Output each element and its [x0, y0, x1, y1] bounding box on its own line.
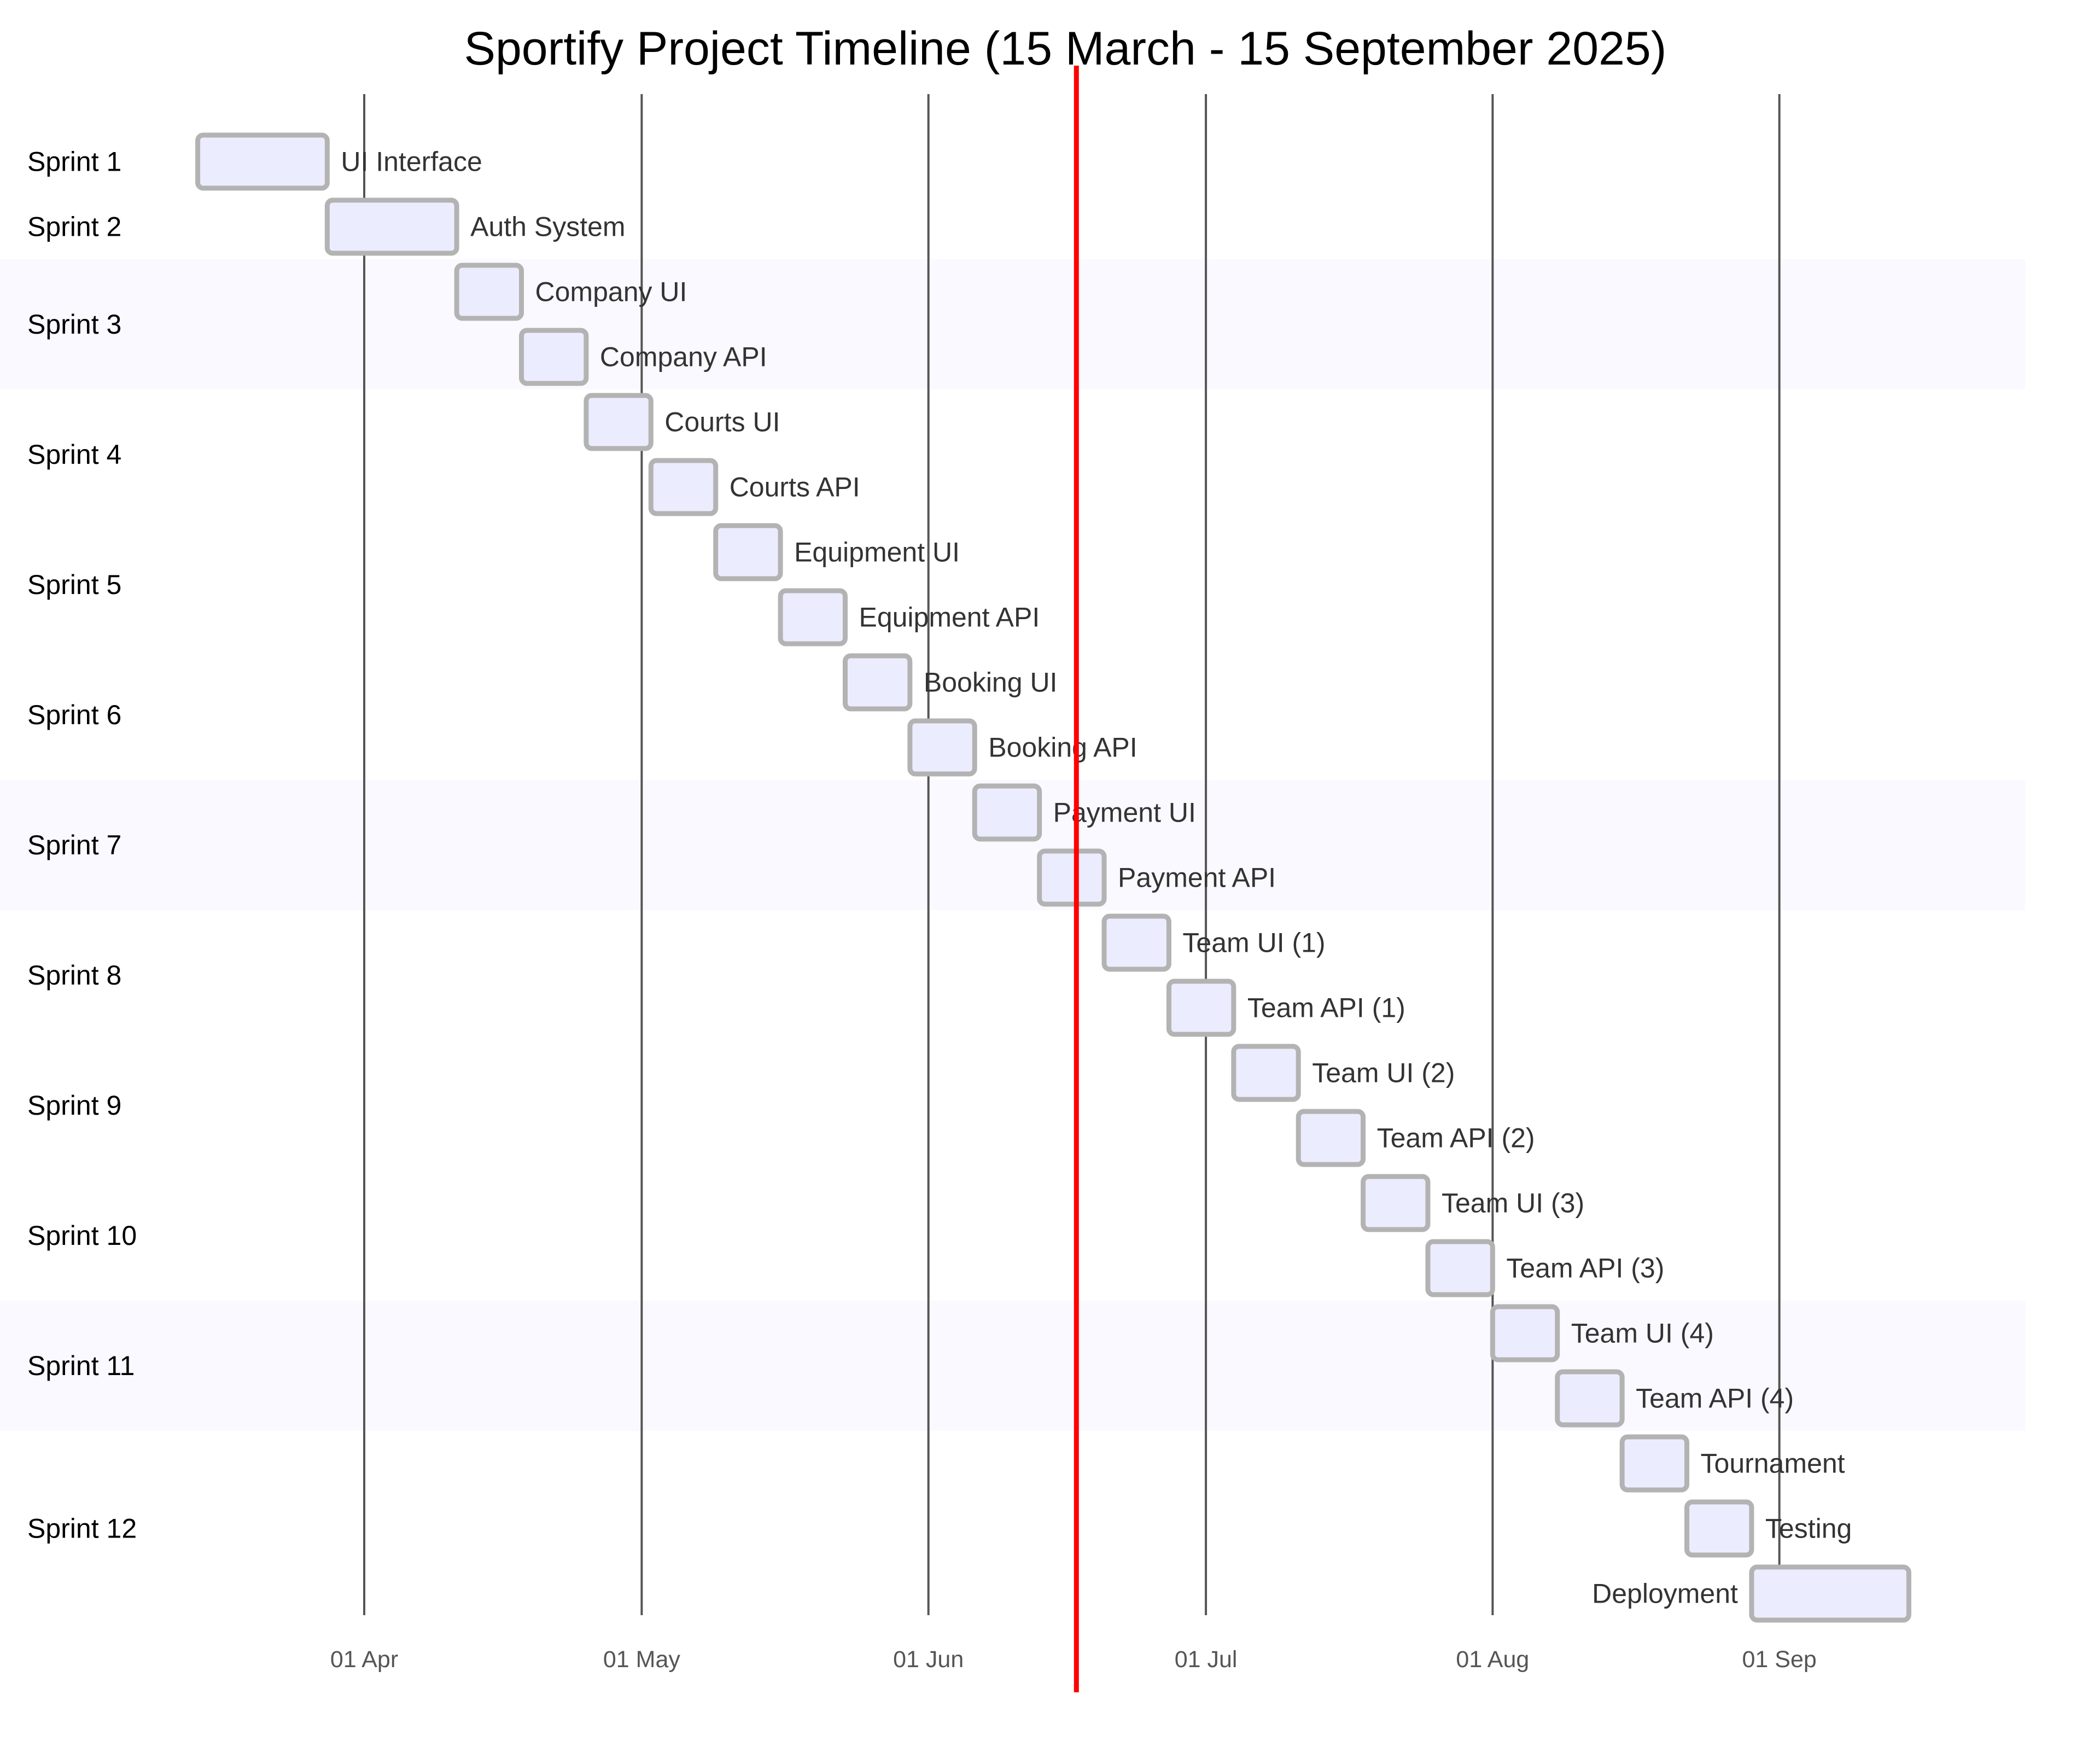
task-bar [1361, 1174, 1431, 1232]
task-bar [1749, 1564, 1911, 1623]
section-label: Sprint 4 [27, 439, 121, 470]
task-bar [1490, 1304, 1560, 1362]
task-bar [1425, 1239, 1495, 1297]
task-label: UI Interface [341, 147, 482, 177]
section-label: Sprint 8 [27, 960, 121, 991]
task-label: Equipment API [859, 602, 1040, 633]
task-bar [648, 458, 719, 516]
section-label: Sprint 9 [27, 1090, 121, 1121]
section-band [0, 1301, 2025, 1431]
section-label: Sprint 11 [27, 1350, 135, 1381]
task-bar [1231, 1044, 1301, 1102]
x-tick-label: 01 Jul [1175, 1646, 1238, 1673]
task-label: Company API [600, 342, 767, 372]
section-band [0, 259, 2025, 389]
task-label: Tournament [1701, 1448, 1845, 1479]
task-label: Team API (1) [1247, 993, 1405, 1023]
x-axis-ticks: 01 Apr 01 May 01 Jun 01 Jul 01 Aug 01 Sep [330, 1646, 1817, 1673]
section-label: Sprint 12 [27, 1513, 137, 1544]
task-label: Team UI (4) [1571, 1318, 1714, 1349]
task-label: Equipment UI [794, 537, 960, 568]
grid-lines [363, 94, 1781, 1615]
x-tick-label: 01 Aug [1456, 1646, 1529, 1673]
section-label: Sprint 3 [27, 309, 121, 340]
section-label: Sprint 2 [27, 212, 121, 242]
task-label: Team API (2) [1377, 1123, 1535, 1154]
task-bar [713, 523, 783, 581]
x-tick-label: 01 Sep [1742, 1646, 1817, 1673]
section-label: Sprint 7 [27, 830, 121, 860]
task-bars: UI Interface Auth System Company UI Company… [195, 132, 1911, 1623]
task-label: Courts UI [664, 407, 780, 438]
chart-title: Sportify Project Timeline (15 March - 15… [464, 22, 1667, 75]
task-label: Payment API [1118, 863, 1276, 893]
task-bar [584, 393, 654, 451]
task-label: Testing [1765, 1513, 1852, 1544]
task-label: Booking UI [924, 667, 1058, 698]
task-label: Courts API [730, 472, 860, 503]
task-label: Team UI (2) [1312, 1058, 1455, 1088]
section-bands [0, 259, 2025, 1431]
task-bar [1555, 1369, 1625, 1428]
section-label: Sprint 10 [27, 1220, 137, 1251]
task-label: Team UI (3) [1442, 1188, 1584, 1219]
task-bar [195, 132, 330, 191]
section-label: Sprint 1 [27, 147, 121, 177]
task-bar [778, 588, 848, 647]
x-tick-label: 01 May [603, 1646, 681, 1673]
task-label: Deployment [1592, 1579, 1738, 1609]
task-bar [1101, 913, 1171, 972]
task-bar [454, 263, 524, 321]
task-bar [907, 718, 977, 777]
task-label: Team UI (1) [1182, 928, 1325, 958]
task-bar [1296, 1109, 1366, 1167]
task-bar [1166, 979, 1236, 1037]
task-bar [842, 653, 913, 712]
task-label: Team API (4) [1636, 1383, 1794, 1414]
task-label: Booking API [988, 732, 1137, 763]
section-label: Sprint 5 [27, 569, 121, 600]
task-bar [1619, 1434, 1690, 1493]
task-label: Auth System [470, 212, 625, 242]
x-tick-label: 01 Jun [893, 1646, 964, 1673]
task-bar [1684, 1499, 1754, 1558]
section-label: Sprint 6 [27, 700, 121, 730]
task-bar [519, 328, 589, 386]
x-tick-label: 01 Apr [330, 1646, 398, 1673]
task-bar [1037, 848, 1107, 907]
section-labels: Sprint 1 Sprint 2 Sprint 3 Sprint 4 Sprint 5… [27, 147, 137, 1544]
task-bar [324, 197, 459, 256]
task-label: Team API (3) [1506, 1253, 1664, 1284]
task-label: Company UI [535, 277, 687, 307]
task-bar [972, 783, 1042, 842]
